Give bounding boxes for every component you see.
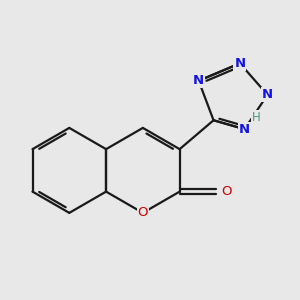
Text: O: O bbox=[221, 185, 232, 198]
Text: N: N bbox=[193, 74, 204, 87]
Text: N: N bbox=[239, 123, 250, 136]
Text: H: H bbox=[252, 111, 261, 124]
Text: N: N bbox=[262, 88, 273, 101]
Text: N: N bbox=[234, 57, 245, 70]
Text: O: O bbox=[138, 206, 148, 219]
